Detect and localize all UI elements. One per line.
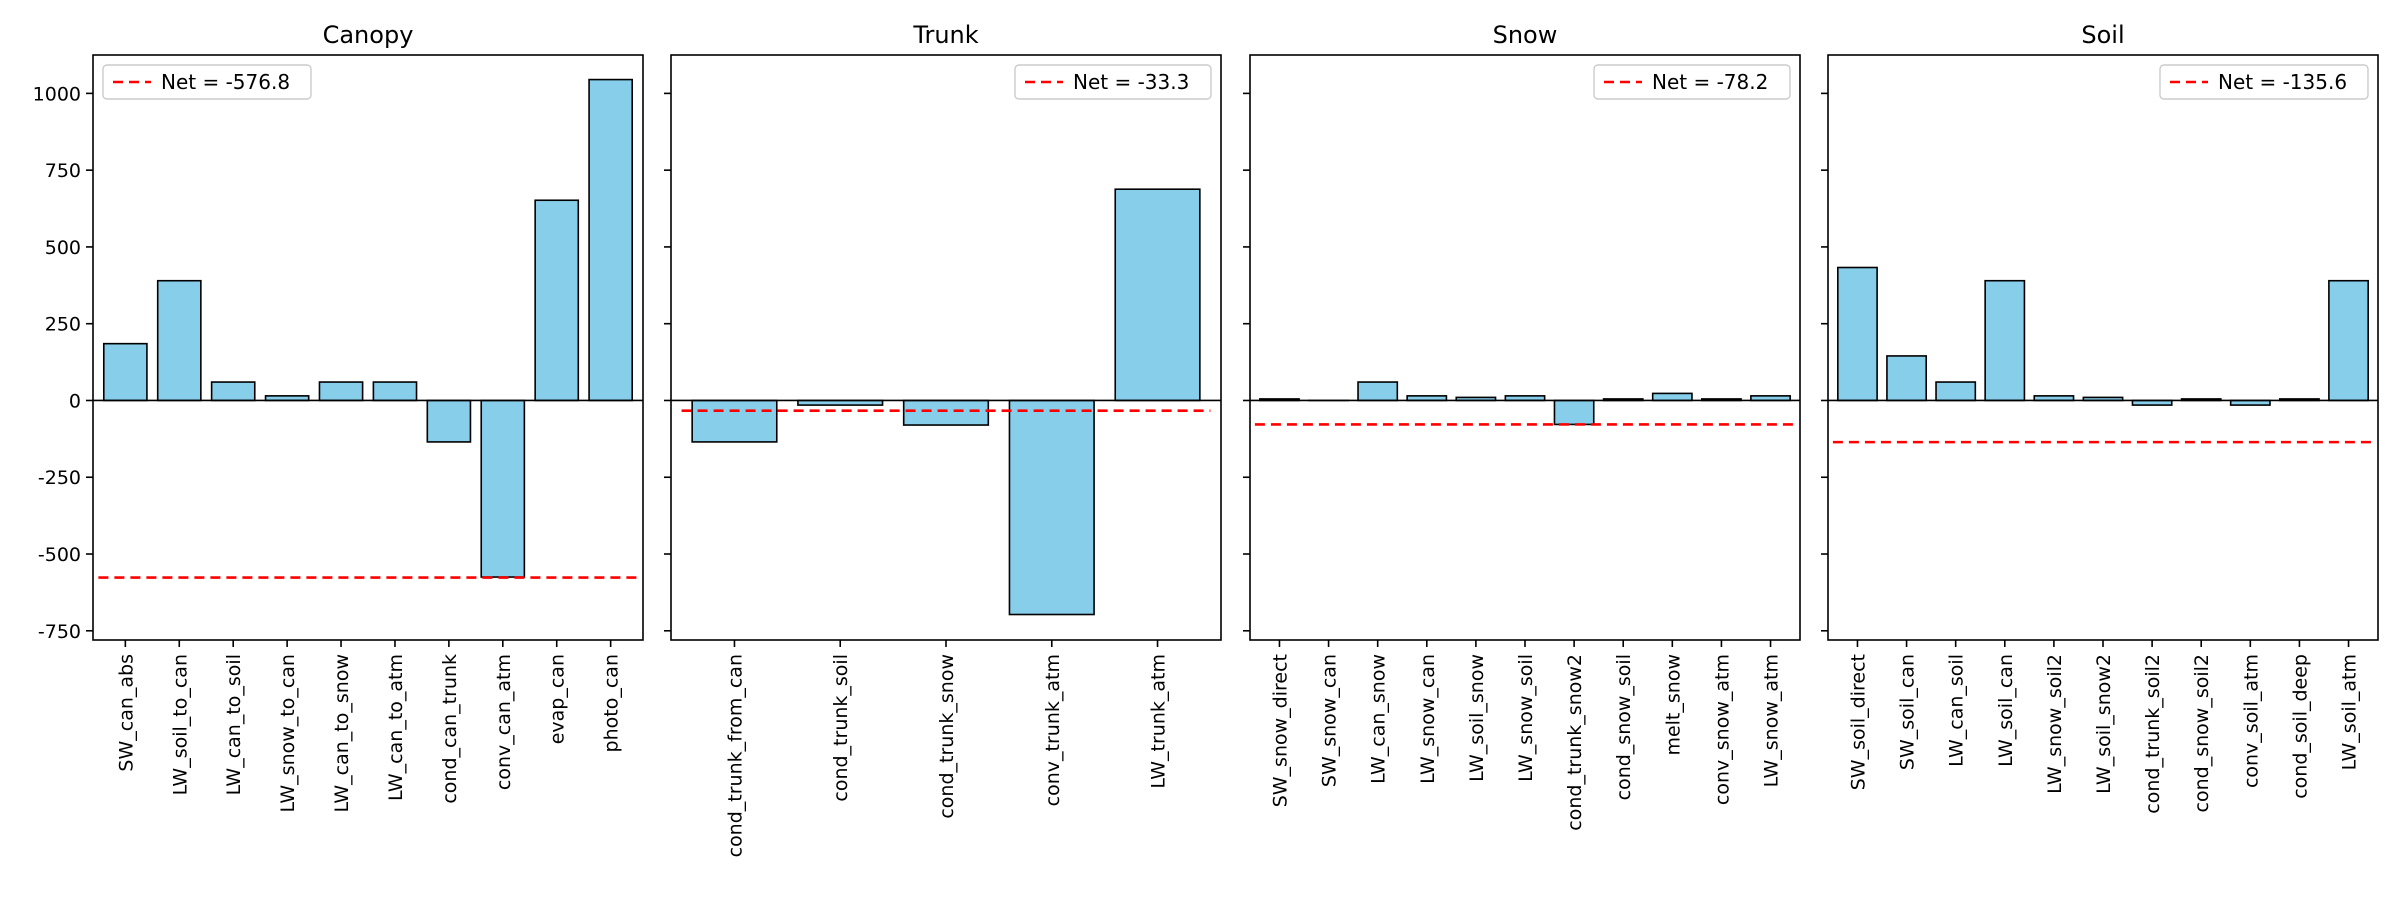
y-tick-label: -250 [38, 467, 81, 489]
plot-frame [1249, 54, 1801, 641]
bar-melt-snow [1651, 392, 1693, 402]
x-tick-label-cond-trunk-from-can: cond_trunk_from_can [724, 654, 746, 857]
x-tick-label-lw-snow-soil: LW_snow_soil [1515, 654, 1537, 782]
bar-lw-soil-atm [2328, 279, 2369, 402]
bar-lw-can-snow [1357, 381, 1399, 402]
x-tick-label-lw-can-to-atm: LW_can_to_atm [385, 654, 407, 801]
y-tick-label: 750 [45, 160, 81, 182]
bar-lw-trunk-atm [1114, 188, 1201, 402]
y-tick-label: -500 [38, 544, 81, 566]
x-tick-label-sw-snow-can: SW_snow_can [1319, 654, 1341, 787]
x-tick-label-cond-snow-soil2: cond_snow_soil2 [2191, 654, 2213, 812]
bar-cond-trunk-snow [902, 399, 990, 426]
x-tick-label-lw-can-soil: LW_can_soil [1946, 654, 1968, 767]
y-tick-label: 250 [45, 314, 81, 336]
x-tick-label-lw-can-to-snow: LW_can_to_snow [331, 654, 353, 812]
bar-cond-trunk-from-can [691, 399, 778, 443]
bar-conv-trunk-atm [1008, 399, 1095, 616]
panel-snow: Snow SW_snow_direct SW_snow_can LW_can_snow… [1243, 21, 1801, 831]
panel-trunk: Trunk cond_trunk_from_can cond_trunk_soil c… [664, 21, 1222, 857]
legend-box [1593, 64, 1791, 100]
legend: Net = -135.6 [2159, 64, 2369, 100]
x-tick-label-conv-snow-atm: conv_snow_atm [1711, 654, 1733, 805]
bar-conv-can-atm [480, 399, 526, 578]
x-tick-label-lw-trunk-atm: LW_trunk_atm [1148, 654, 1170, 789]
x-tick-label-lw-can-to-soil: LW_can_to_soil [223, 654, 245, 795]
x-tick-label-lw-snow-to-can: LW_snow_to_can [277, 654, 299, 812]
bar-evap-can [534, 199, 580, 402]
x-tick-label-conv-can-atm: conv_can_atm [493, 654, 515, 790]
x-tick-label-conv-trunk-atm: conv_trunk_atm [1042, 654, 1064, 806]
panel-title-soil: Soil [2081, 21, 2124, 49]
panel-title-canopy: Canopy [323, 21, 414, 49]
bar-cond-can-trunk [426, 399, 472, 443]
legend-box [102, 64, 312, 100]
plot-frame [92, 54, 644, 641]
legend-net-label: Net = -576.8 [161, 70, 290, 94]
y-tick-label: 1000 [33, 83, 81, 105]
x-tick-label-sw-can-abs: SW_can_abs [115, 654, 137, 772]
legend-box [2159, 64, 2369, 100]
x-tick-label-cond-trunk-soil2: cond_trunk_soil2 [2142, 654, 2164, 814]
bar-lw-can-to-soil [210, 381, 256, 402]
x-tick-label-conv-soil-atm: conv_soil_atm [2240, 654, 2262, 788]
x-tick-label-lw-soil-snow: LW_soil_snow [1466, 654, 1488, 782]
x-tick-label-lw-soil-snow2: LW_soil_snow2 [2093, 654, 2115, 794]
x-tick-label-cond-soil-deep: cond_soil_deep [2289, 654, 2311, 799]
x-tick-label-lw-can-snow: LW_can_snow [1368, 654, 1390, 784]
panel-title-snow: Snow [1493, 21, 1558, 49]
legend-box [1014, 64, 1212, 100]
legend-net-label: Net = -135.6 [2218, 70, 2347, 94]
bar-lw-can-soil [1935, 381, 1977, 402]
x-tick-label-photo-can: photo_can [601, 654, 623, 752]
y-tick-label: 500 [45, 237, 81, 259]
x-tick-label-sw-soil-can: SW_soil_can [1897, 654, 1919, 770]
legend-net-label: Net = -78.2 [1652, 70, 1768, 94]
bar-sw-soil-can [1886, 355, 1928, 402]
x-tick-label-cond-trunk-snow2: cond_trunk_snow2 [1564, 654, 1586, 831]
x-tick-label-lw-soil-can: LW_soil_can [1995, 654, 2017, 767]
x-tick-label-lw-soil-atm: LW_soil_atm [2339, 654, 2361, 770]
bar-lw-can-to-atm [372, 381, 418, 402]
bar-photo-can [588, 78, 634, 402]
bar-lw-soil-to-can [156, 279, 202, 402]
x-tick-label-lw-snow-soil2: LW_snow_soil2 [2044, 654, 2066, 794]
x-tick-label-lw-soil-to-can: LW_soil_to_can [169, 654, 191, 795]
bar-lw-can-to-snow [318, 381, 364, 402]
x-tick-label-sw-snow-direct: SW_snow_direct [1269, 654, 1291, 807]
x-tick-label-lw-snow-can: LW_snow_can [1417, 654, 1439, 784]
x-tick-label-cond-trunk-snow: cond_trunk_snow [936, 654, 958, 819]
bar-sw-soil-direct [1837, 266, 1878, 402]
panel-soil: Soil SW_soil_direct SW_soil_can LW_can_soil… [1821, 21, 2379, 814]
panel-canopy: Canopy -750 -500 -250 0 250 500 750 1000 SW_can_a… [33, 21, 644, 812]
y-tick-label: 0 [69, 390, 81, 412]
panel-title-trunk: Trunk [912, 21, 978, 49]
bar-sw-can-abs [102, 342, 148, 402]
x-tick-label-cond-trunk-soil: cond_trunk_soil [830, 654, 852, 802]
x-tick-label-melt-snow: melt_snow [1662, 654, 1684, 756]
x-tick-label-cond-snow-soil: cond_snow_soil [1613, 654, 1635, 800]
plot-frame [1827, 54, 2379, 641]
x-tick-label-lw-snow-atm: LW_snow_atm [1761, 654, 1783, 787]
legend: Net = -576.8 [102, 64, 312, 100]
y-tick-label: -750 [38, 621, 81, 643]
x-tick-label-sw-soil-direct: SW_soil_direct [1847, 654, 1869, 790]
legend-net-label: Net = -33.3 [1073, 70, 1189, 94]
x-tick-label-cond-can-trunk: cond_can_trunk [439, 654, 461, 804]
legend: Net = -78.2 [1593, 64, 1791, 100]
bar-lw-soil-can [1984, 279, 2026, 402]
legend: Net = -33.3 [1014, 64, 1212, 100]
x-tick-label-evap-can: evap_can [547, 654, 569, 744]
bar-cond-trunk-snow2 [1553, 399, 1595, 426]
